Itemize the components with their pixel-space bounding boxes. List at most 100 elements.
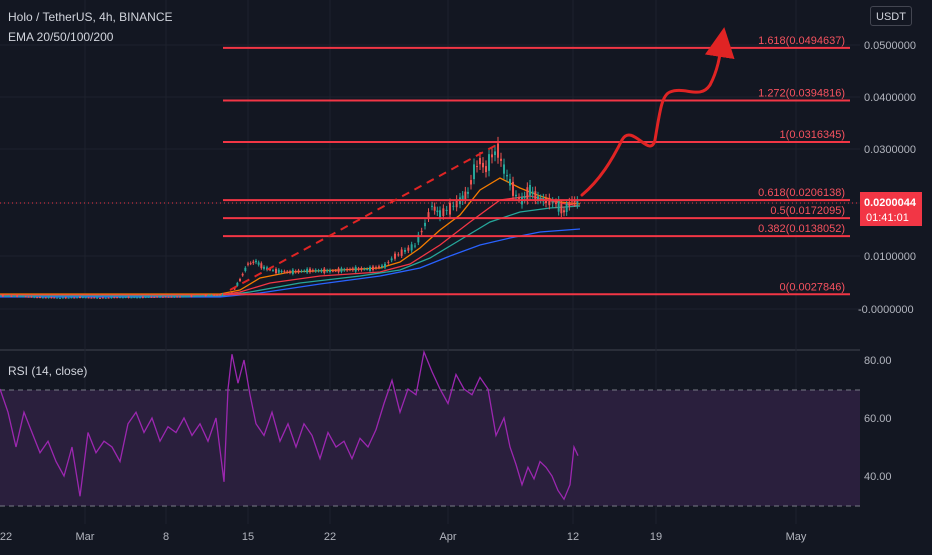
candle-body [326, 270, 329, 272]
candle-body [509, 178, 511, 186]
candle-body [565, 203, 568, 213]
candle-body [257, 262, 260, 265]
fib-level-label: 0(0.0027846) [780, 281, 845, 293]
trend-dashed-line[interactable] [229, 142, 501, 291]
time-tick: Mar [76, 531, 95, 543]
candle-body [439, 210, 441, 218]
candle-body [81, 297, 84, 299]
candle-body [210, 294, 213, 296]
candle-body [124, 297, 127, 299]
fib-level-label: 0.382(0.0138052) [758, 223, 845, 235]
candle-body [479, 158, 481, 165]
candle-body [79, 296, 81, 298]
candle-body [337, 268, 340, 273]
candle-body [369, 266, 371, 271]
candle-body [99, 297, 101, 299]
candle-body [476, 166, 478, 168]
candle-body [404, 250, 406, 252]
candle-body [400, 249, 403, 256]
candle-body [523, 196, 526, 199]
candle-body [116, 297, 119, 299]
candle-body [512, 181, 514, 196]
candle-body [529, 184, 531, 196]
rsi-legend[interactable]: RSI (14, close) [8, 364, 88, 378]
candle-body [442, 208, 445, 217]
time-tick: 15 [242, 531, 254, 543]
candle-body [13, 296, 16, 298]
candle-body [320, 269, 323, 272]
candle-body [107, 297, 110, 299]
candle-body [470, 180, 472, 185]
candle-body [286, 271, 289, 273]
candle-body [272, 270, 274, 272]
candle-body [294, 270, 297, 273]
candle-body [394, 253, 396, 259]
candle-body [363, 268, 366, 270]
rsi-tick: 60.00 [864, 413, 892, 425]
rsi-band [0, 390, 860, 506]
candle-body [161, 296, 164, 298]
projection-arrow[interactable] [580, 27, 735, 197]
candle-body [266, 267, 268, 270]
candle-body [482, 162, 484, 168]
time-axis[interactable] [0, 524, 860, 550]
candle-body [33, 296, 36, 298]
indicator-legend[interactable]: EMA 20/50/100/200 [8, 30, 114, 44]
candle-body [452, 205, 455, 207]
candle-body [196, 295, 199, 297]
candle-body [491, 154, 493, 158]
candle-body [41, 297, 44, 299]
candle-body [280, 270, 283, 272]
candle-body [56, 297, 59, 299]
candle-body [255, 260, 257, 263]
candle-body [144, 296, 147, 298]
candle-body [346, 268, 349, 271]
candle-body [576, 200, 579, 205]
candle-body [176, 296, 179, 298]
fib-level-label: 0.618(0.0206138) [758, 187, 845, 199]
rsi-line[interactable] [0, 349, 579, 501]
candle-body [207, 294, 210, 296]
candle-body [289, 271, 291, 273]
candle-body [233, 288, 236, 290]
candle-body [136, 297, 139, 299]
bar-countdown: 01:41:01 [866, 212, 909, 224]
candle-body [244, 267, 247, 271]
candle-body [263, 266, 265, 269]
candle-body [297, 270, 300, 273]
symbol-title[interactable]: Holo / TetherUS, 4h, BINANCE [8, 10, 173, 24]
candle-body [239, 278, 241, 281]
candle-body [366, 268, 369, 270]
candle-body [170, 296, 173, 298]
candle-body [563, 210, 565, 213]
candle-body [311, 270, 314, 272]
candle-body [16, 295, 19, 297]
candle-body [101, 297, 104, 299]
candle-body [427, 212, 430, 219]
price-axis[interactable] [860, 0, 932, 550]
candle-body [372, 266, 374, 270]
currency-button[interactable]: USDT [870, 6, 912, 26]
candle-body [59, 297, 61, 299]
candle-body [431, 205, 433, 207]
candle-body [130, 297, 133, 299]
price-tick: 0.0500000 [864, 40, 916, 52]
candle-body [201, 295, 204, 297]
candle-body [204, 294, 207, 297]
candle-body [407, 247, 410, 251]
candle-body [488, 154, 490, 171]
candle-body [7, 295, 10, 297]
candle-body [159, 296, 161, 298]
candle-body [461, 195, 464, 201]
candle-body [119, 297, 121, 299]
rsi-axis-labels: 80.00 60.00 40.00 [864, 355, 892, 483]
candle-body [560, 204, 563, 214]
fib-retracement[interactable]: 1.618(0.0494637) 1.272(0.0394816) 1(0.0316… [223, 35, 850, 296]
candle-body [433, 206, 436, 211]
candle-body [96, 297, 99, 299]
candle-body [47, 297, 50, 299]
candle-body [449, 202, 451, 215]
candle-body [291, 269, 294, 274]
